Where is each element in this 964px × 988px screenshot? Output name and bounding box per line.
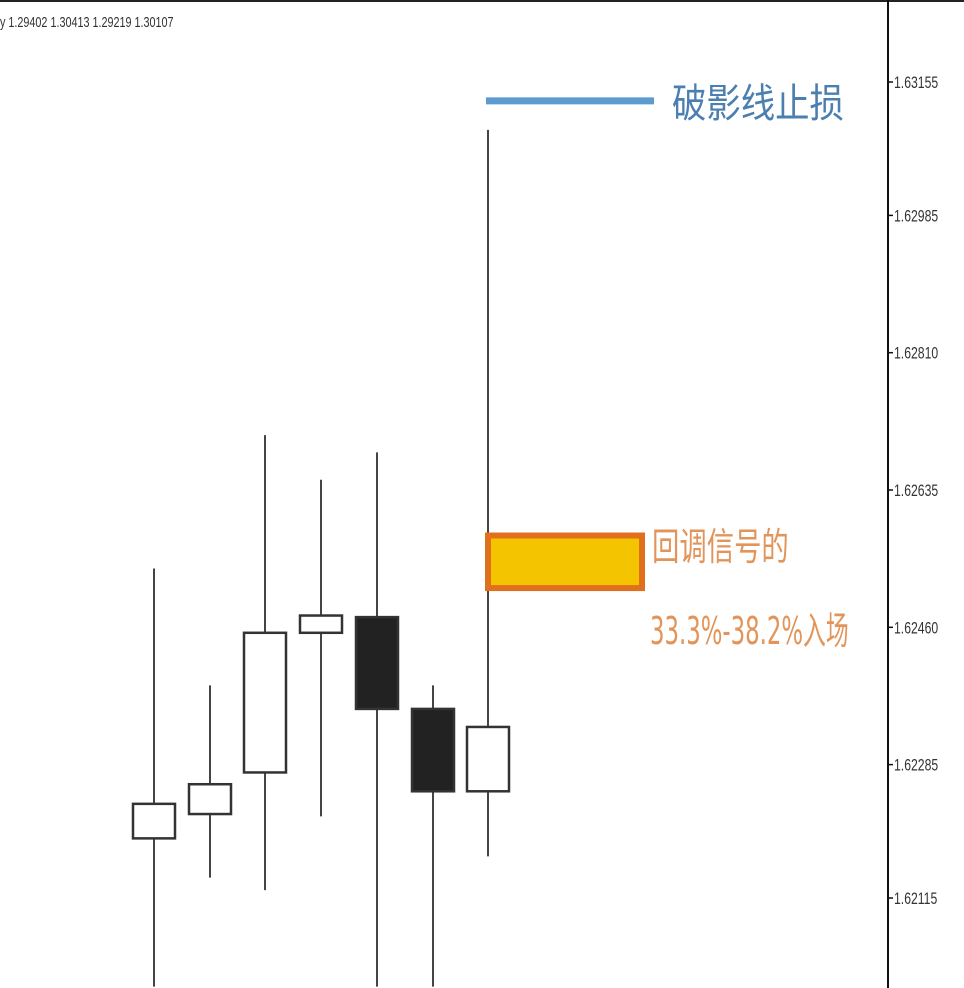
stop-loss-label: 破影线止损 — [672, 79, 844, 126]
pullback-signal-label: 回调信号的 — [652, 524, 789, 569]
y-tick-label: 1.62810 — [894, 345, 938, 363]
candle-body — [354, 615, 400, 711]
candle — [465, 129, 511, 857]
candle — [410, 685, 456, 987]
y-tick-label: 1.62985 — [894, 208, 938, 226]
y-tick-label: 1.62460 — [894, 620, 938, 638]
candle-body — [465, 725, 511, 793]
candle-body — [242, 631, 288, 774]
candle — [242, 435, 288, 891]
candle — [354, 452, 400, 987]
candle — [298, 479, 344, 817]
y-tick-label: 1.63155 — [894, 74, 938, 92]
candle-body — [410, 707, 456, 793]
candle — [131, 568, 177, 987]
candles-group — [131, 129, 511, 987]
y-tick-label: 1.62285 — [894, 757, 938, 775]
candle-body — [298, 614, 344, 635]
candle — [187, 685, 233, 878]
entry-zone — [485, 532, 645, 592]
ohlc-header: y 1.29402 1.30413 1.29219 1.30107 — [0, 14, 174, 31]
candle-body — [187, 782, 233, 816]
y-tick-label: 1.62635 — [894, 482, 938, 500]
y-tick-label: 1.62115 — [894, 890, 937, 908]
entry-range-label: 33.3%-38.2%入场 — [650, 610, 849, 654]
candle-body — [131, 802, 177, 840]
